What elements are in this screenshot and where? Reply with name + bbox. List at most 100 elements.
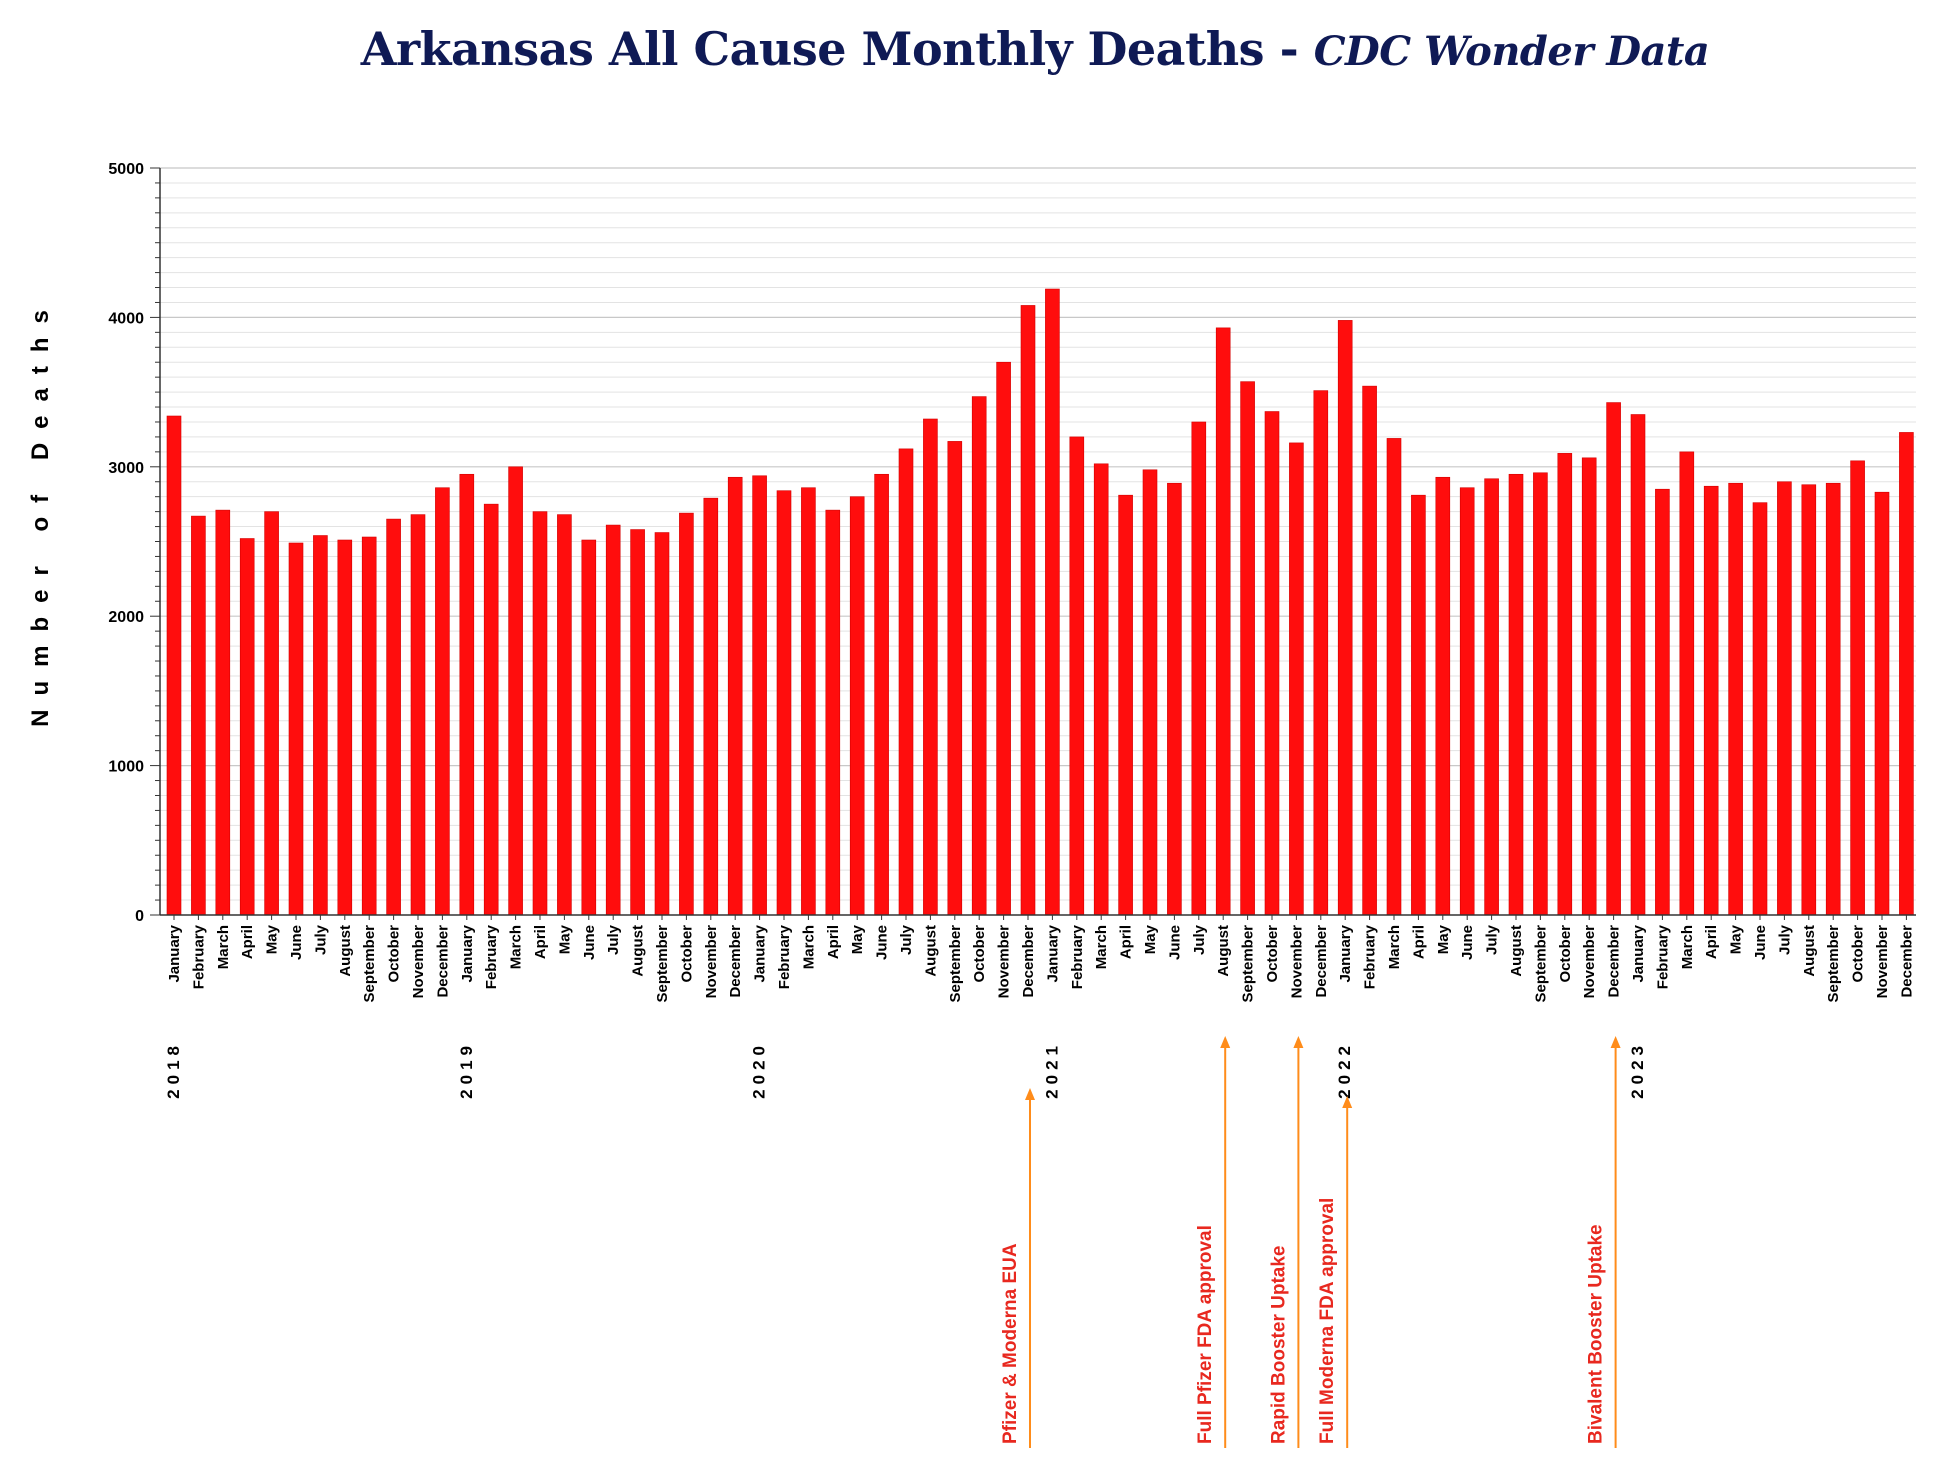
bar [1825, 482, 1841, 916]
month-label: March [508, 925, 525, 969]
bar [630, 529, 645, 916]
bar [1850, 460, 1865, 916]
bar [1045, 288, 1060, 916]
month-label: May [1435, 924, 1452, 954]
bar [1435, 476, 1451, 916]
bar [605, 524, 621, 916]
month-label: November [410, 925, 427, 999]
month-label: November [1288, 925, 1305, 999]
month-label: November [703, 925, 720, 999]
month-label: December [1898, 925, 1915, 998]
bar [459, 473, 475, 916]
month-label: September [947, 925, 964, 1003]
bar [752, 475, 767, 916]
month-label: May [556, 924, 573, 954]
chart-subtitle: CDC Wonder Data [1313, 28, 1710, 75]
month-label: February [190, 924, 207, 989]
bar [288, 542, 304, 916]
month-label: April [825, 925, 842, 959]
month-label: January [459, 924, 476, 982]
annotation-arrow-head [1025, 1088, 1035, 1100]
bar [239, 538, 255, 916]
month-label: January [752, 924, 769, 982]
bar [849, 496, 865, 916]
month-label: August [1508, 925, 1525, 977]
bar [215, 509, 231, 916]
annotation-label: Full Moderna FDA approval [1317, 1198, 1338, 1444]
bar [508, 466, 523, 916]
month-label: January [1630, 924, 1647, 982]
month-label: February [483, 924, 500, 989]
month-label: September [361, 925, 378, 1003]
bar [1874, 491, 1890, 916]
bars [166, 288, 1914, 916]
bar [1362, 385, 1377, 916]
bar [483, 503, 499, 916]
y-tick-label: 3000 [108, 460, 144, 477]
bar [1630, 414, 1646, 916]
month-label: January [1044, 924, 1061, 982]
chart-title-main: Arkansas All Cause Monthly Deaths - [360, 22, 1314, 76]
bar [1581, 457, 1597, 916]
bar [1313, 390, 1329, 916]
month-label: October [678, 925, 695, 983]
month-label: May [1142, 924, 1159, 954]
bar [410, 514, 426, 916]
bar [313, 535, 328, 916]
annotation-arrow-head [1610, 1036, 1621, 1048]
month-label: September [1825, 925, 1842, 1003]
bar [1484, 478, 1499, 916]
y-tick-label: 1000 [108, 759, 144, 776]
bar [1191, 421, 1207, 916]
month-label: June [1166, 925, 1183, 960]
month-label: March [800, 925, 817, 969]
month-label: September [1240, 925, 1257, 1003]
grid-lines [160, 167, 1916, 901]
bar [947, 441, 963, 916]
bar [435, 487, 450, 916]
month-label: February [776, 924, 793, 989]
bar [191, 515, 206, 916]
bar [1606, 402, 1621, 916]
bar [1508, 473, 1524, 916]
month-label: June [288, 925, 305, 960]
month-label: November [1874, 925, 1891, 999]
annotation-label: Bivalent Booster Uptake [1586, 1224, 1607, 1444]
bar [1069, 436, 1085, 916]
month-label: March [1386, 925, 1403, 969]
bar [557, 514, 572, 916]
bar [1411, 494, 1426, 916]
month-label: June [1752, 925, 1769, 960]
annotation-label: Pfizer & Moderna EUA [1000, 1243, 1021, 1444]
month-label: June [874, 925, 891, 960]
month-label: January [166, 924, 183, 982]
bar [1142, 469, 1158, 916]
bar [532, 511, 548, 916]
month-label: October [1850, 925, 1867, 983]
month-label: June [581, 925, 598, 960]
bar [1655, 488, 1670, 916]
bar [1337, 320, 1353, 916]
bar [1459, 487, 1475, 916]
month-label: November [996, 925, 1013, 999]
bar [1777, 481, 1792, 916]
month-label: March [215, 925, 232, 969]
month-label: May [264, 924, 281, 954]
bar [1899, 432, 1914, 916]
bar [727, 476, 743, 916]
bar [264, 511, 279, 916]
bar [923, 418, 938, 916]
month-label: February [1069, 924, 1086, 989]
bar [1679, 451, 1695, 916]
bar [1728, 482, 1743, 916]
month-label: April [1410, 925, 1427, 959]
bar [1801, 484, 1817, 916]
month-label: December [1020, 925, 1037, 998]
bar [654, 532, 670, 916]
chart-title: Arkansas All Cause Monthly Deaths - CDC … [0, 22, 1936, 76]
year-label: 2018 [164, 1041, 183, 1099]
bar [1264, 411, 1280, 916]
bar [1240, 381, 1255, 916]
bar [166, 415, 182, 916]
month-label: April [1118, 925, 1135, 959]
